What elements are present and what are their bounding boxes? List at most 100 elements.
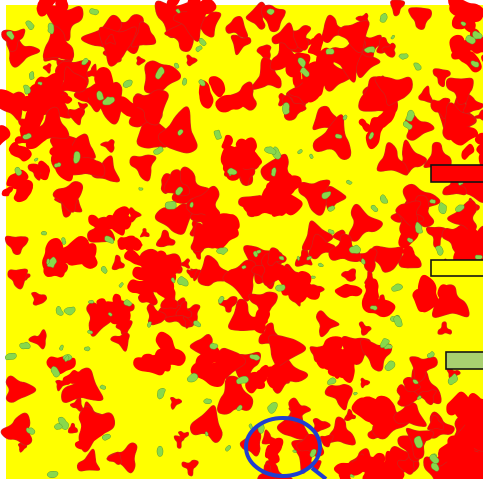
red-patch <box>339 353 355 383</box>
red-patch <box>0 125 11 146</box>
red-patch <box>447 444 458 461</box>
red-patch <box>111 254 125 271</box>
red-patch <box>271 22 298 50</box>
red-patch <box>316 310 340 338</box>
red-patch <box>462 94 483 114</box>
green-speck <box>87 330 94 335</box>
green-speck <box>89 8 100 16</box>
red-patch <box>376 465 405 479</box>
green-speck <box>403 120 413 130</box>
green-speck <box>102 96 115 106</box>
green-speck <box>429 199 436 204</box>
green-speck <box>296 255 300 261</box>
green-speck <box>123 299 133 307</box>
green-speck <box>398 53 409 60</box>
green-speck <box>182 77 188 86</box>
green-speck <box>465 34 476 45</box>
red-patch <box>148 250 167 269</box>
red-patch <box>202 210 230 238</box>
green-speck <box>46 258 51 265</box>
green-speck <box>6 30 15 41</box>
green-swatch[interactable] <box>445 351 483 370</box>
red-patch <box>154 203 194 235</box>
red-patch <box>110 332 130 352</box>
green-speck <box>96 90 104 101</box>
red-patch <box>363 278 379 306</box>
red-patch <box>395 200 422 228</box>
red-patch <box>170 396 183 410</box>
red-patch <box>230 34 252 56</box>
yellow-swatch[interactable] <box>430 259 483 277</box>
red-patch <box>189 405 223 443</box>
green-speck <box>275 284 286 292</box>
red-patch <box>0 90 20 109</box>
green-speck <box>369 305 378 311</box>
red-patch <box>370 245 404 273</box>
red-patch <box>247 371 266 390</box>
green-speck <box>317 262 324 267</box>
red-patch <box>248 291 278 320</box>
red-patch <box>470 398 483 418</box>
red-patch <box>213 224 239 249</box>
red-patch <box>360 396 388 424</box>
red-patch <box>6 169 29 187</box>
red-patch <box>117 237 142 251</box>
red-patch <box>61 367 104 403</box>
red-patch <box>74 246 98 269</box>
red-patch <box>242 197 279 217</box>
green-speck <box>47 22 55 35</box>
green-speck <box>435 245 444 256</box>
red-patch <box>358 118 371 132</box>
green-speck <box>73 151 81 164</box>
red-patch <box>328 366 341 379</box>
red-patch <box>131 21 157 48</box>
red-patch <box>9 145 32 162</box>
green-speck <box>472 30 483 40</box>
green-speck <box>342 114 348 121</box>
green-speck <box>195 45 203 53</box>
green-speck <box>189 201 194 208</box>
green-speck <box>349 474 355 478</box>
green-speck <box>393 315 403 328</box>
green-speck <box>460 21 467 27</box>
green-speck <box>267 402 278 414</box>
red-patch <box>437 321 453 335</box>
green-speck <box>297 57 306 68</box>
green-speck <box>334 133 343 139</box>
green-speck <box>53 162 62 168</box>
red-patch <box>129 154 157 182</box>
green-speck <box>321 191 332 200</box>
red-patch <box>175 300 193 318</box>
green-speck <box>391 283 403 292</box>
green-speck <box>241 265 247 270</box>
red-patch <box>254 316 266 334</box>
red-patch <box>5 375 37 403</box>
red-patch <box>290 274 300 289</box>
green-speck <box>282 102 290 115</box>
green-speck <box>278 256 285 261</box>
red-patch <box>181 459 199 477</box>
red-patch <box>52 181 84 213</box>
green-speck <box>50 366 61 378</box>
red-patch <box>96 298 108 315</box>
red-patch <box>106 451 122 465</box>
red-patch <box>474 109 483 121</box>
red-patch <box>76 448 101 472</box>
red-patch <box>64 371 86 384</box>
green-speck <box>25 20 35 31</box>
green-speck <box>412 379 419 385</box>
red-swatch[interactable] <box>430 164 483 183</box>
green-speck <box>138 187 144 191</box>
red-patch <box>28 329 47 350</box>
circle-marker-icon[interactable] <box>244 416 328 479</box>
green-speck <box>370 204 379 212</box>
green-speck <box>157 388 166 400</box>
red-patch <box>225 15 249 39</box>
red-patch <box>36 0 49 17</box>
green-speck <box>309 449 317 458</box>
red-patch <box>88 214 109 234</box>
red-patch <box>374 76 413 106</box>
red-patch <box>67 107 86 126</box>
red-patch <box>256 44 272 62</box>
